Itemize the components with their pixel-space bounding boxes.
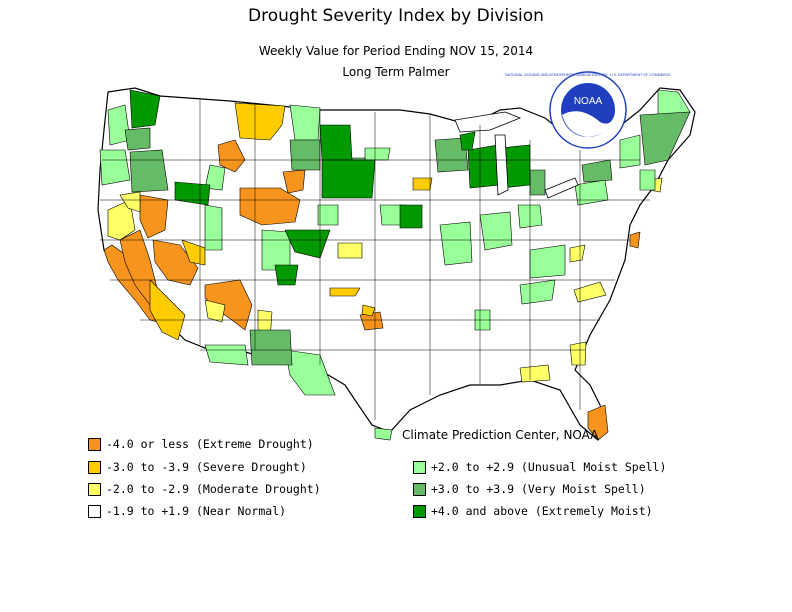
legend-label: -2.0 to -2.9 (Moderate Drought) [106, 482, 321, 496]
legend-item-severe-drought: -3.0 to -3.9 (Severe Drought) [88, 459, 307, 475]
legend-swatch [88, 460, 101, 474]
noaa-logo: NOAA NATIONAL OCEANIC AND ATMOSPHERIC AD… [505, 71, 671, 149]
oklahoma-central-severe [361, 304, 376, 317]
michigan-lower-very-moist [529, 169, 546, 196]
lake-superior [454, 111, 522, 133]
iowa-extreme-moist [399, 204, 423, 229]
wisconsin-very-moist [434, 137, 469, 173]
idaho-moist [204, 164, 226, 191]
arizona-moderate [204, 299, 226, 323]
carolina-moderate [569, 341, 587, 366]
legend-item-near-normal: -1.9 to +1.9 (Near Normal) [88, 503, 286, 519]
map-index-name: Long Term Palmer [342, 65, 450, 79]
washington-very-moist [124, 127, 151, 151]
unusual-moist-areas [99, 89, 691, 441]
map-subtitle: Weekly Value for Period Ending NOV 15, 2… [258, 44, 534, 58]
map-title: Drought Severity Index by Division [248, 6, 544, 26]
division-boundaries [100, 100, 650, 420]
montana-severe [234, 102, 286, 141]
legend-item-extreme-drought: -4.0 or less (Extreme Drought) [88, 436, 314, 452]
wyoming-east-drought [282, 169, 306, 194]
florida-drought [587, 404, 609, 441]
maryland-drought [629, 231, 641, 249]
lake-erie [544, 177, 579, 199]
colorado-south-extreme-moist [274, 264, 299, 286]
nevada-drought [139, 194, 169, 239]
new-england-moist [619, 134, 641, 169]
legend-swatch [88, 437, 101, 451]
texas-moist [284, 349, 336, 396]
lake-michigan [494, 134, 509, 196]
wisconsin-extreme-moist [467, 144, 501, 189]
legend-item-unusual-moist: +2.0 to +2.9 (Unusual Moist Spell) [413, 459, 666, 475]
washington-extreme-moist [129, 89, 161, 129]
oregon-idaho-extreme-moist [174, 181, 211, 206]
california-severe [149, 279, 186, 341]
north-dakota-extreme-moist [319, 124, 353, 161]
legend-label: -3.0 to -3.9 (Severe Drought) [106, 460, 307, 474]
wisconsin-severe [412, 177, 433, 191]
credit-text: Climate Prediction Center, NOAA [402, 428, 599, 442]
oklahoma-severe [329, 287, 361, 297]
new-mexico-moist [204, 344, 249, 366]
legend-item-extremely-moist: +4.0 and above (Extremely Moist) [413, 503, 653, 519]
legend-item-moderate-drought: -2.0 to -2.9 (Moderate Drought) [88, 481, 321, 497]
montana-moist [289, 104, 321, 141]
minnesota-extreme-moist [459, 131, 476, 151]
legend-label: -1.9 to +1.9 (Near Normal) [106, 504, 287, 518]
legend-item-very-moist: +3.0 to +3.9 (Very Moist Spell) [413, 481, 646, 497]
oregon-very-moist [129, 149, 169, 193]
utah-moist [204, 204, 223, 251]
idaho-drought [217, 139, 246, 173]
new-york-moist [639, 169, 656, 191]
arizona-drought [204, 279, 253, 331]
legend-label: +4.0 and above (Extremely Moist) [431, 504, 653, 518]
legend-swatch [413, 460, 426, 474]
kentucky-moderate [573, 281, 607, 303]
severe-drought-areas [149, 102, 433, 341]
legend-label: +2.0 to +2.9 (Unusual Moist Spell) [431, 460, 667, 474]
noaa-logo-text: NOAA [574, 96, 603, 107]
georgia-moderate [519, 364, 551, 383]
legend-label: +3.0 to +3.9 (Very Moist Spell) [431, 482, 646, 496]
texas-coast-moist [374, 427, 393, 441]
tennessee-moist [519, 279, 556, 305]
nevada-severe [181, 239, 206, 266]
kansas-moderate [337, 242, 363, 259]
montana-very-moist [289, 139, 321, 171]
south-dakota-moist [364, 147, 391, 161]
noaa-logo-ring-text: NATIONAL OCEANIC AND ATMOSPHERIC ADMINIS… [505, 73, 671, 77]
new-mexico-very-moist [249, 329, 293, 366]
legend-swatch [413, 504, 426, 518]
new-england-very-moist [639, 111, 691, 166]
legend-label: -4.0 or less (Extreme Drought) [106, 437, 314, 451]
nebraska-moist [317, 204, 339, 226]
legend-swatch [88, 504, 101, 518]
california-upper-moderate [119, 191, 141, 213]
legend-swatch [88, 482, 101, 496]
indiana-moist [479, 211, 513, 251]
oregon-moist [99, 149, 131, 186]
colorado-moist [261, 229, 291, 271]
southern-nevada-drought [152, 239, 199, 286]
south-dakota-extreme-moist [321, 159, 376, 199]
missouri-moist [439, 221, 473, 266]
great-lakes [454, 111, 579, 199]
extremely-moist-areas [129, 89, 531, 286]
kentucky-moist [529, 244, 566, 279]
pennsylvania-very-moist [581, 159, 613, 183]
legend-swatch [413, 482, 426, 496]
